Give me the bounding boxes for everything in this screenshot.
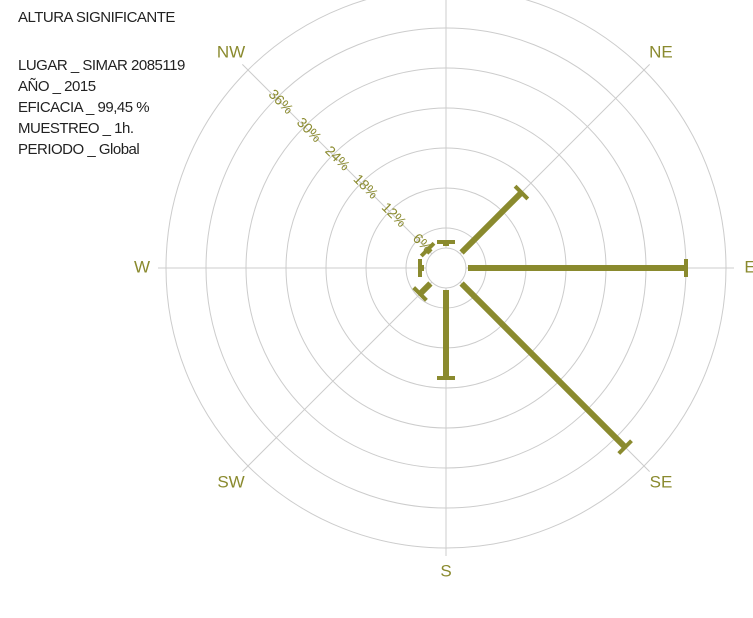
bar: [468, 259, 688, 277]
r-tick-label: 12%: [379, 199, 410, 230]
info-line: LUGAR _ SIMAR 2085119: [18, 57, 185, 74]
bar-part: [459, 190, 524, 255]
direction-label: W: [134, 257, 150, 276]
chart-title: ALTURA SIGNIFICANTE: [18, 9, 175, 26]
direction-label: NE: [649, 43, 673, 62]
direction-label: S: [440, 561, 451, 580]
info-line: AÑO _ 2015: [18, 78, 96, 95]
r-tick-label: 36%: [266, 86, 297, 117]
r-tick-label: 6%: [410, 230, 436, 256]
bar-part: [617, 439, 633, 455]
info-line: MUESTREO _ 1h.: [18, 120, 134, 137]
bar: [459, 281, 633, 455]
center-hole: [425, 247, 467, 289]
direction-label: SE: [650, 472, 673, 491]
bar-part: [417, 281, 433, 297]
direction-label: SW: [217, 472, 244, 491]
info-line: EFICACIA _ 99,45 %: [18, 99, 149, 116]
bar-part: [419, 241, 436, 258]
bar-part: [459, 281, 628, 450]
bar: [437, 290, 455, 380]
spoke: [241, 63, 433, 255]
bar: [459, 184, 530, 255]
bar-part: [412, 286, 428, 302]
direction-label: E: [744, 257, 753, 276]
bar: [412, 281, 433, 302]
info-line: PERIODO _ Global: [18, 141, 139, 158]
bar: [437, 240, 455, 246]
r-tick-label: 24%: [322, 142, 353, 173]
bar-part: [513, 184, 530, 201]
bar: [418, 259, 424, 277]
spoke: [241, 281, 433, 473]
bar: [419, 241, 436, 258]
r-tick-label: 30%: [294, 114, 325, 145]
r-tick-label: 18%: [350, 171, 381, 202]
direction-label: NW: [217, 43, 245, 62]
